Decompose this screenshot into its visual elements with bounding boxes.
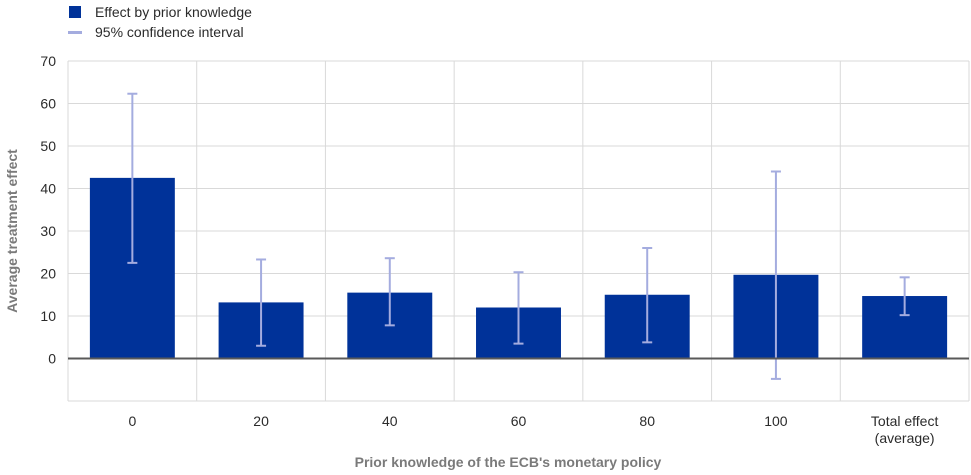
legend-effect-label: Effect by prior knowledge [95,4,252,20]
y-tick-label: 10 [40,308,56,324]
chart-legend: Effect by prior knowledge 95% confidence… [66,2,252,42]
y-tick-label: 30 [40,223,56,239]
legend-ci-label: 95% confidence interval [95,24,244,40]
x-tick-label: 80 [639,413,655,429]
x-tick-label: 100 [764,413,788,429]
legend-ci-swatch [68,30,82,34]
y-tick-label: 70 [40,53,56,69]
x-tick-label: 0 [128,413,136,429]
y-axis-title: Average treatment effect [4,149,20,313]
labels-layer: 0 10 20 30 40 50 60 70 0 20 40 60 80 100 Total effect(… [40,53,938,446]
ci-layer [127,92,910,380]
legend-item-effect: Effect by prior knowledge [66,2,252,22]
y-tick-label: 20 [40,266,56,282]
y-tick-label: 40 [40,181,56,197]
x-tick-label: 40 [382,413,398,429]
y-tick-label: 0 [48,351,56,367]
x-axis-title: Prior knowledge of the ECB's monetary po… [355,454,662,470]
x-tick-label: 20 [253,413,269,429]
x-tick-label: 60 [511,413,527,429]
y-tick-label: 60 [40,96,56,112]
x-tick-label: Total effect (average) [871,413,939,446]
legend-bar-swatch [69,6,81,18]
legend-item-ci: 95% confidence interval [66,22,252,42]
y-tick-label: 50 [40,138,56,154]
